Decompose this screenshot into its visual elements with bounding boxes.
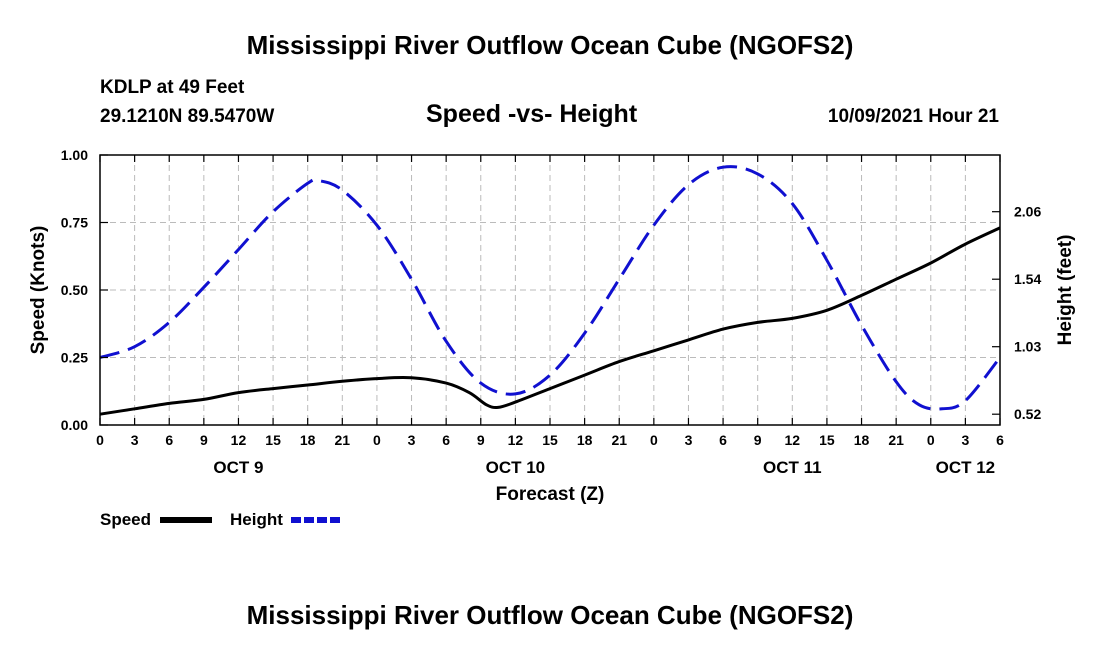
page-title-top: Mississippi River Outflow Ocean Cube (NG…: [246, 30, 854, 60]
x-tick-label: 3: [408, 432, 416, 448]
y-left-tick-label: 0.25: [61, 350, 88, 366]
x-tick-label: 18: [577, 432, 593, 448]
x-tick-label: 0: [373, 432, 381, 448]
x-tick-label: 21: [335, 432, 351, 448]
timestamp-label: 10/09/2021 Hour 21: [827, 106, 999, 127]
x-tick-label: 12: [785, 432, 801, 448]
coordinates-label: 29.1210N 89.5470W: [100, 106, 275, 127]
y-left-tick-label: 1.00: [61, 147, 88, 163]
x-tick-label: 6: [165, 432, 173, 448]
x-tick-label: 12: [231, 432, 247, 448]
y-axis-right-label: Height (feet): [1055, 235, 1076, 346]
x-axis-label: Forecast (Z): [496, 484, 605, 505]
y-right-tick-label: 1.03: [1014, 339, 1041, 355]
y-left-tick-label: 0.00: [61, 417, 88, 433]
chart-subtitle: Speed -vs- Height: [426, 100, 638, 128]
x-date-label: OCT 10: [486, 458, 546, 477]
y-left-tick-label: 0.75: [61, 215, 88, 231]
y-axis-left-label: Speed (Knots): [28, 226, 49, 355]
speed-series-line: [99, 226, 1001, 416]
y-right-tick-label: 0.52: [1014, 406, 1041, 422]
x-tick-label: 3: [685, 432, 693, 448]
x-tick-label: 9: [200, 432, 208, 448]
x-tick-label: 6: [996, 432, 1004, 448]
x-tick-label: 9: [754, 432, 762, 448]
x-tick-label: 15: [542, 432, 558, 448]
x-date-label: OCT 11: [763, 458, 822, 477]
x-tick-label: 21: [611, 432, 627, 448]
x-tick-label: 0: [96, 432, 104, 448]
y-right-tick-label: 1.54: [1014, 271, 1041, 287]
x-date-label: OCT 12: [936, 458, 996, 477]
x-tick-label: 3: [131, 432, 139, 448]
y-left-tick-label: 0.50: [61, 282, 88, 298]
x-tick-label: 6: [719, 432, 727, 448]
x-tick-label: 6: [442, 432, 450, 448]
x-tick-label: 15: [265, 432, 281, 448]
legend-height-label: Height: [230, 510, 283, 529]
station-label: KDLP at 49 Feet: [100, 77, 245, 98]
height-series-line: [99, 165, 1002, 411]
x-tick-label: 15: [819, 432, 835, 448]
x-tick-label: 3: [961, 432, 969, 448]
grid-lines: [100, 155, 1000, 425]
chart-series: [99, 165, 1002, 416]
legend-speed-label: Speed: [100, 510, 151, 529]
legend: Speed Height: [100, 510, 343, 529]
y-right-tick-label: 2.06: [1014, 204, 1041, 220]
x-tick-label: 9: [477, 432, 485, 448]
x-tick-label: 18: [854, 432, 870, 448]
x-tick-label: 18: [300, 432, 316, 448]
axis-ticks: 0 3 6 9 12 15 18 21 0 3 6 9 12 15 18 21 0 3 6 9 12 15 18 21 0 3 6O…: [61, 147, 1042, 477]
x-tick-label: 21: [888, 432, 904, 448]
page-title-bottom: Mississippi River Outflow Ocean Cube (NG…: [246, 600, 854, 630]
x-tick-label: 12: [508, 432, 524, 448]
x-tick-label: 0: [927, 432, 935, 448]
x-tick-label: 0: [650, 432, 658, 448]
x-date-label: OCT 9: [213, 458, 263, 477]
